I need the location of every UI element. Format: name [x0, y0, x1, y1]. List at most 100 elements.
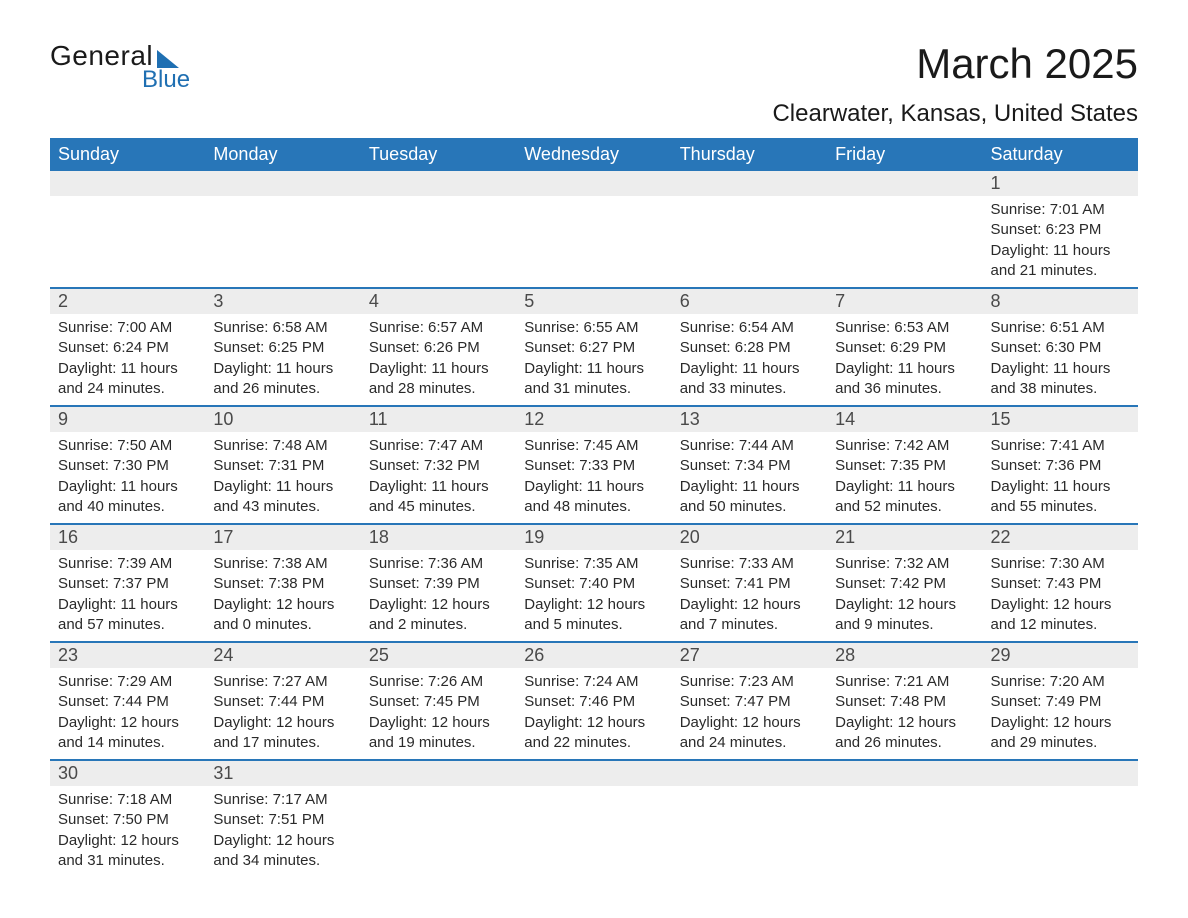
daylight-line: Daylight: 11 hours and 55 minutes. — [991, 477, 1130, 518]
day-number — [361, 171, 516, 196]
day-number: 23 — [50, 643, 205, 668]
day-number — [516, 761, 671, 786]
week-row: 1Sunrise: 7:01 AMSunset: 6:23 PMDaylight… — [50, 171, 1138, 288]
day-cell — [672, 760, 827, 877]
daylight-line: Daylight: 12 hours and 26 minutes. — [835, 713, 974, 754]
day-content: Sunrise: 7:23 AMSunset: 7:47 PMDaylight:… — [672, 668, 827, 759]
sunset-line: Sunset: 7:47 PM — [680, 692, 819, 712]
daylight-line: Daylight: 12 hours and 34 minutes. — [213, 831, 352, 872]
day-cell: 25Sunrise: 7:26 AMSunset: 7:45 PMDayligh… — [361, 642, 516, 760]
daylight-line: Daylight: 11 hours and 40 minutes. — [58, 477, 197, 518]
sunrise-line: Sunrise: 7:33 AM — [680, 554, 819, 574]
day-number: 8 — [983, 289, 1138, 314]
day-cell: 4Sunrise: 6:57 AMSunset: 6:26 PMDaylight… — [361, 288, 516, 406]
daylight-line: Daylight: 11 hours and 33 minutes. — [680, 359, 819, 400]
sunrise-line: Sunrise: 7:30 AM — [991, 554, 1130, 574]
day-number: 6 — [672, 289, 827, 314]
sunrise-line: Sunrise: 7:36 AM — [369, 554, 508, 574]
day-cell — [672, 171, 827, 288]
sunrise-line: Sunrise: 7:32 AM — [835, 554, 974, 574]
sunset-line: Sunset: 7:37 PM — [58, 574, 197, 594]
day-cell: 3Sunrise: 6:58 AMSunset: 6:25 PMDaylight… — [205, 288, 360, 406]
daylight-line: Daylight: 12 hours and 22 minutes. — [524, 713, 663, 754]
sunrise-line: Sunrise: 7:38 AM — [213, 554, 352, 574]
daylight-line: Daylight: 12 hours and 31 minutes. — [58, 831, 197, 872]
sunrise-line: Sunrise: 7:17 AM — [213, 790, 352, 810]
sunrise-line: Sunrise: 7:21 AM — [835, 672, 974, 692]
sunrise-line: Sunrise: 7:44 AM — [680, 436, 819, 456]
day-content: Sunrise: 7:17 AMSunset: 7:51 PMDaylight:… — [205, 786, 360, 877]
day-cell: 11Sunrise: 7:47 AMSunset: 7:32 PMDayligh… — [361, 406, 516, 524]
day-cell — [205, 171, 360, 288]
day-content: Sunrise: 7:26 AMSunset: 7:45 PMDaylight:… — [361, 668, 516, 759]
day-content — [827, 196, 982, 206]
daylight-line: Daylight: 11 hours and 57 minutes. — [58, 595, 197, 636]
day-content: Sunrise: 7:20 AMSunset: 7:49 PMDaylight:… — [983, 668, 1138, 759]
day-content — [361, 196, 516, 206]
day-cell: 27Sunrise: 7:23 AMSunset: 7:47 PMDayligh… — [672, 642, 827, 760]
sunset-line: Sunset: 7:44 PM — [58, 692, 197, 712]
day-content: Sunrise: 7:18 AMSunset: 7:50 PMDaylight:… — [50, 786, 205, 877]
day-number: 11 — [361, 407, 516, 432]
day-number — [50, 171, 205, 196]
day-cell — [50, 171, 205, 288]
day-cell: 20Sunrise: 7:33 AMSunset: 7:41 PMDayligh… — [672, 524, 827, 642]
day-cell: 19Sunrise: 7:35 AMSunset: 7:40 PMDayligh… — [516, 524, 671, 642]
day-content: Sunrise: 6:57 AMSunset: 6:26 PMDaylight:… — [361, 314, 516, 405]
day-number — [827, 171, 982, 196]
week-row: 9Sunrise: 7:50 AMSunset: 7:30 PMDaylight… — [50, 406, 1138, 524]
day-content — [516, 196, 671, 206]
daylight-line: Daylight: 12 hours and 2 minutes. — [369, 595, 508, 636]
day-number: 10 — [205, 407, 360, 432]
sunset-line: Sunset: 7:45 PM — [369, 692, 508, 712]
sunrise-line: Sunrise: 6:55 AM — [524, 318, 663, 338]
day-number: 1 — [983, 171, 1138, 196]
sunrise-line: Sunrise: 7:39 AM — [58, 554, 197, 574]
daylight-line: Daylight: 12 hours and 0 minutes. — [213, 595, 352, 636]
day-number: 13 — [672, 407, 827, 432]
sunrise-line: Sunrise: 6:54 AM — [680, 318, 819, 338]
day-number: 16 — [50, 525, 205, 550]
sunset-line: Sunset: 7:40 PM — [524, 574, 663, 594]
day-cell — [983, 760, 1138, 877]
day-cell — [516, 760, 671, 877]
day-number: 29 — [983, 643, 1138, 668]
sunset-line: Sunset: 7:36 PM — [991, 456, 1130, 476]
header: General Blue March 2025 Clearwater, Kans… — [50, 40, 1138, 128]
sunset-line: Sunset: 7:49 PM — [991, 692, 1130, 712]
sunrise-line: Sunrise: 7:27 AM — [213, 672, 352, 692]
day-number: 14 — [827, 407, 982, 432]
sunrise-line: Sunrise: 7:29 AM — [58, 672, 197, 692]
day-content: Sunrise: 7:44 AMSunset: 7:34 PMDaylight:… — [672, 432, 827, 523]
daylight-line: Daylight: 12 hours and 9 minutes. — [835, 595, 974, 636]
day-content: Sunrise: 7:01 AMSunset: 6:23 PMDaylight:… — [983, 196, 1138, 287]
day-cell: 8Sunrise: 6:51 AMSunset: 6:30 PMDaylight… — [983, 288, 1138, 406]
logo: General Blue — [50, 40, 190, 94]
day-cell: 29Sunrise: 7:20 AMSunset: 7:49 PMDayligh… — [983, 642, 1138, 760]
day-content: Sunrise: 6:51 AMSunset: 6:30 PMDaylight:… — [983, 314, 1138, 405]
day-content — [361, 786, 516, 796]
sunset-line: Sunset: 6:25 PM — [213, 338, 352, 358]
day-number: 4 — [361, 289, 516, 314]
sunset-line: Sunset: 6:29 PM — [835, 338, 974, 358]
week-row: 30Sunrise: 7:18 AMSunset: 7:50 PMDayligh… — [50, 760, 1138, 877]
day-cell: 1Sunrise: 7:01 AMSunset: 6:23 PMDaylight… — [983, 171, 1138, 288]
day-cell: 21Sunrise: 7:32 AMSunset: 7:42 PMDayligh… — [827, 524, 982, 642]
day-content: Sunrise: 7:27 AMSunset: 7:44 PMDaylight:… — [205, 668, 360, 759]
day-content: Sunrise: 7:47 AMSunset: 7:32 PMDaylight:… — [361, 432, 516, 523]
day-content: Sunrise: 7:38 AMSunset: 7:38 PMDaylight:… — [205, 550, 360, 641]
sunset-line: Sunset: 7:51 PM — [213, 810, 352, 830]
day-content: Sunrise: 7:45 AMSunset: 7:33 PMDaylight:… — [516, 432, 671, 523]
sunset-line: Sunset: 7:31 PM — [213, 456, 352, 476]
sunrise-line: Sunrise: 7:23 AM — [680, 672, 819, 692]
daylight-line: Daylight: 11 hours and 50 minutes. — [680, 477, 819, 518]
day-cell: 9Sunrise: 7:50 AMSunset: 7:30 PMDaylight… — [50, 406, 205, 524]
day-content: Sunrise: 7:35 AMSunset: 7:40 PMDaylight:… — [516, 550, 671, 641]
sunset-line: Sunset: 7:35 PM — [835, 456, 974, 476]
day-number: 12 — [516, 407, 671, 432]
day-header: Friday — [827, 138, 982, 171]
sunset-line: Sunset: 7:30 PM — [58, 456, 197, 476]
daylight-line: Daylight: 11 hours and 48 minutes. — [524, 477, 663, 518]
day-number: 17 — [205, 525, 360, 550]
sunset-line: Sunset: 7:41 PM — [680, 574, 819, 594]
